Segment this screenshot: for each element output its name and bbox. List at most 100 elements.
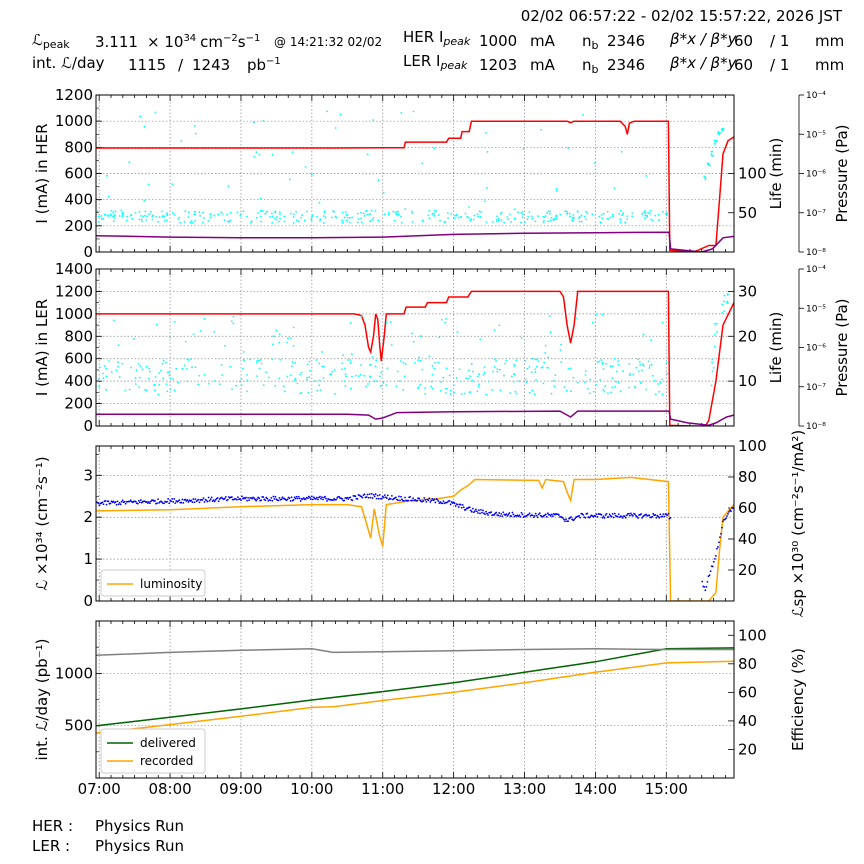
lifetime-point xyxy=(189,358,192,361)
lifetime-point xyxy=(104,213,107,216)
specific-lumi-point xyxy=(260,499,263,502)
lifetime-point xyxy=(583,215,586,218)
lifetime-point xyxy=(321,365,324,368)
specific-lumi-point xyxy=(208,499,211,502)
specific-lumi-point xyxy=(651,515,654,518)
specific-lumi-point xyxy=(472,511,475,514)
lifetime-point xyxy=(154,111,157,114)
lifetime-point xyxy=(99,366,101,369)
lifetime-point xyxy=(171,212,174,214)
y-axis-label: I (mA) in HER xyxy=(33,123,51,223)
lifetime-point xyxy=(497,217,500,220)
lifetime-point xyxy=(618,381,620,384)
specific-lumi-point xyxy=(412,497,415,500)
lifetime-point xyxy=(260,220,263,223)
lifetime-point xyxy=(521,210,524,213)
x-tick-label: 13:00 xyxy=(503,780,546,798)
lifetime-point xyxy=(414,361,416,364)
lifetime-point xyxy=(555,218,558,220)
specific-lumi-point xyxy=(558,514,560,516)
lifetime-point xyxy=(333,369,336,371)
specific-lumi-point xyxy=(376,494,379,497)
specific-lumi-point xyxy=(216,497,219,499)
lifetime-point xyxy=(706,162,709,165)
lifetime-point xyxy=(603,390,606,393)
lifetime-point xyxy=(444,387,447,390)
specific-lumi-point xyxy=(544,513,547,516)
lifetime-point xyxy=(121,362,124,365)
specific-lumi-point xyxy=(118,502,121,504)
specific-lumi-point xyxy=(667,512,670,515)
specific-lumi-point xyxy=(341,497,344,500)
lifetime-point xyxy=(130,213,133,216)
specific-lumi-point xyxy=(506,515,509,517)
lifetime-point xyxy=(125,219,128,222)
lifetime-point xyxy=(427,214,430,217)
lifetime-point xyxy=(520,212,523,215)
lifetime-point xyxy=(712,367,715,369)
specific-lumi-point xyxy=(332,499,335,502)
lifetime-point xyxy=(469,219,472,222)
lifetime-point xyxy=(643,211,645,214)
specific-lumi-point xyxy=(274,495,277,498)
lifetime-point xyxy=(276,216,278,218)
lifetime-point xyxy=(213,214,216,217)
specific-lumi-point xyxy=(498,512,501,514)
specific-lumi-point xyxy=(704,589,707,592)
specific-lumi-point xyxy=(203,501,206,503)
lifetime-point xyxy=(712,154,715,157)
x-tick-label: 15:00 xyxy=(645,780,688,798)
lifetime-point xyxy=(515,359,518,362)
specific-lumi-point xyxy=(254,498,257,501)
lifetime-point xyxy=(232,322,235,325)
lifetime-point xyxy=(645,174,648,177)
lifetime-point xyxy=(524,360,527,362)
lifetime-point xyxy=(543,361,546,364)
lifetime-point xyxy=(202,221,204,224)
y-tick-label: 600 xyxy=(64,350,93,368)
lifetime-point xyxy=(140,214,142,217)
specific-lumi-point xyxy=(380,497,383,500)
lifetime-point xyxy=(658,219,660,222)
lifetime-point xyxy=(439,219,441,222)
lifetime-point xyxy=(231,388,233,391)
lifetime-point xyxy=(308,360,311,363)
lifetime-point xyxy=(476,375,479,378)
specific-lumi-point xyxy=(716,547,718,550)
lifetime-point xyxy=(604,385,607,387)
specific-lumi-point xyxy=(101,501,104,504)
lifetime-point xyxy=(257,359,260,362)
lifetime-point xyxy=(242,367,244,370)
lifetime-point xyxy=(278,211,281,214)
lifetime-point xyxy=(117,365,119,368)
lifetime-point xyxy=(596,361,599,363)
lifetime-point xyxy=(476,390,479,393)
pressure-line xyxy=(96,410,734,426)
lifetime-point xyxy=(259,215,262,218)
specific-lumi-point xyxy=(469,509,472,512)
lifetime-point xyxy=(173,320,176,323)
lifetime-point xyxy=(363,374,366,377)
specific-lumi-point xyxy=(400,495,402,498)
lifetime-point xyxy=(503,221,505,224)
lifetime-point xyxy=(186,380,189,383)
lifetime-point xyxy=(324,216,327,219)
lifetime-point xyxy=(578,215,581,218)
specific-lumi-point xyxy=(134,500,137,503)
lifetime-point xyxy=(647,360,650,363)
lifetime-point xyxy=(500,219,503,222)
lifetime-point xyxy=(240,384,243,386)
lifetime-point xyxy=(612,215,614,218)
lifetime-point xyxy=(565,389,568,392)
lifetime-point xyxy=(126,215,129,218)
lifetime-point xyxy=(385,321,388,324)
specific-lumi-point xyxy=(573,518,576,521)
specific-lumi-point xyxy=(102,503,105,506)
lifetime-point xyxy=(300,216,303,219)
specific-lumi-point xyxy=(425,500,428,503)
y-tick-label: 0 xyxy=(83,592,93,610)
lifetime-point xyxy=(112,319,115,322)
specific-lumi-point xyxy=(627,512,630,515)
y-tick-label: 0 xyxy=(83,243,93,261)
specific-lumi-point xyxy=(460,506,463,509)
